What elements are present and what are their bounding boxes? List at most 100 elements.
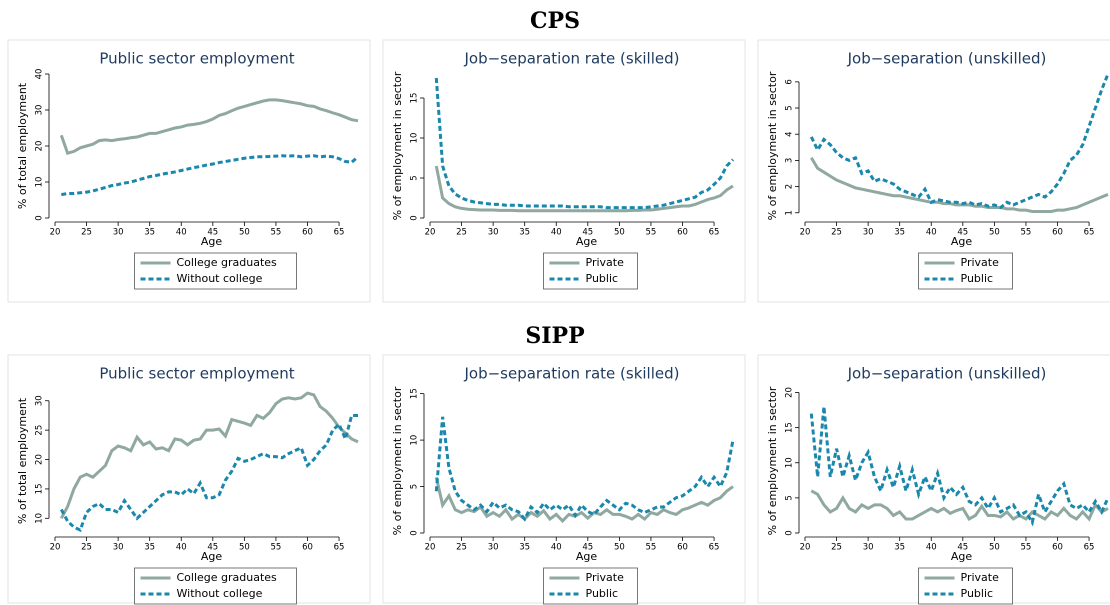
y-tick-label: 10	[785, 457, 795, 468]
legend-label: Public	[586, 587, 619, 600]
legend-label: Public	[586, 272, 619, 285]
y-axis-label: % of total employment	[16, 397, 29, 524]
x-tick-label: 20	[50, 543, 61, 553]
chart-title: Job−separation (unskilled)	[847, 50, 1047, 68]
y-tick-label: 10	[410, 435, 420, 446]
x-tick-label: 60	[1052, 543, 1063, 553]
y-tick-label: 10	[35, 513, 45, 524]
x-tick-label: 55	[1021, 543, 1032, 553]
x-tick-label: 25	[831, 228, 842, 238]
x-tick-label: 50	[239, 543, 250, 553]
y-tick-label: 10	[410, 133, 420, 144]
x-tick-label: 20	[425, 543, 436, 553]
x-tick-label: 50	[989, 543, 1000, 553]
x-tick-label: 45	[207, 543, 218, 553]
y-tick-label: 10	[35, 177, 45, 188]
y-axis-label: % of employment in sector	[391, 71, 404, 220]
y-tick-label: 25	[35, 425, 45, 436]
x-tick-label: 60	[1052, 228, 1063, 238]
y-tick-label: 5	[785, 495, 795, 500]
legend-label: Private	[586, 571, 625, 584]
x-tick-label: 20	[425, 228, 436, 238]
x-tick-label: 25	[81, 228, 92, 238]
y-tick-label: 5	[410, 484, 420, 489]
x-tick-label: 55	[646, 228, 657, 238]
chart-title: Public sector employment	[99, 50, 294, 68]
x-tick-label: 30	[863, 228, 874, 238]
x-tick-label: 30	[488, 228, 499, 238]
x-tick-label: 25	[456, 543, 467, 553]
panel	[382, 354, 746, 604]
x-tick-label: 40	[926, 228, 937, 238]
y-tick-label: 20	[785, 387, 795, 398]
legend-label: College graduates	[177, 571, 278, 584]
y-tick-label: 0	[410, 215, 420, 220]
section-title: SIPP	[525, 323, 584, 349]
section-title: CPS	[530, 8, 580, 34]
x-tick-label: 35	[519, 543, 530, 553]
x-tick-label: 45	[957, 228, 968, 238]
y-tick-label: 30	[35, 395, 45, 406]
x-axis-label: Age	[576, 235, 598, 248]
legend-label: Public	[961, 587, 994, 600]
x-tick-label: 35	[144, 543, 155, 553]
y-tick-label: 30	[35, 105, 45, 116]
legend-label: Public	[961, 272, 994, 285]
x-tick-label: 60	[302, 543, 313, 553]
x-tick-label: 50	[989, 228, 1000, 238]
x-tick-label: 20	[50, 228, 61, 238]
legend-label: Without college	[177, 272, 263, 285]
x-tick-label: 50	[614, 228, 625, 238]
line-series	[434, 77, 735, 210]
line-series	[809, 73, 1110, 210]
y-tick-label: 40	[35, 69, 45, 80]
line-series	[59, 391, 359, 520]
x-tick-label: 20	[800, 543, 811, 553]
x-tick-label: 55	[271, 543, 282, 553]
legend-label: Private	[586, 256, 625, 269]
y-tick-label: 15	[35, 484, 45, 495]
line-series	[434, 165, 734, 213]
line-series	[809, 406, 1110, 527]
panel	[7, 354, 371, 604]
y-tick-label: 20	[35, 454, 45, 465]
chart-title: Public sector employment	[99, 365, 294, 383]
legend	[134, 252, 297, 290]
x-tick-label: 30	[488, 543, 499, 553]
x-tick-label: 65	[334, 543, 345, 553]
y-axis-label: % of employment in sector	[766, 71, 779, 220]
legend	[134, 567, 297, 605]
x-tick-label: 45	[207, 228, 218, 238]
chart-title: Job−separation rate (skilled)	[463, 365, 679, 383]
x-tick-label: 65	[1084, 228, 1095, 238]
x-tick-label: 60	[302, 228, 313, 238]
legend	[918, 252, 1013, 290]
y-tick-label: 5	[785, 105, 795, 110]
line-series	[61, 154, 359, 197]
x-tick-label: 25	[831, 543, 842, 553]
x-tick-label: 65	[334, 228, 345, 238]
x-tick-label: 65	[709, 228, 720, 238]
x-tick-label: 40	[551, 543, 562, 553]
line-series	[810, 489, 1109, 522]
x-axis-label: Age	[201, 235, 223, 248]
y-tick-label: 0	[410, 530, 420, 535]
x-tick-label: 50	[239, 228, 250, 238]
x-tick-label: 55	[1021, 228, 1032, 238]
y-tick-label: 4	[785, 132, 795, 137]
x-tick-label: 30	[113, 228, 124, 238]
y-tick-label: 0	[35, 215, 45, 220]
x-tick-label: 50	[614, 543, 625, 553]
x-tick-label: 40	[926, 543, 937, 553]
x-tick-label: 65	[709, 543, 720, 553]
line-series	[434, 416, 735, 522]
y-tick-label: 3	[785, 158, 795, 163]
x-tick-label: 30	[113, 543, 124, 553]
y-axis-label: % of employment in sector	[391, 386, 404, 535]
x-tick-label: 40	[176, 228, 187, 238]
x-tick-label: 25	[456, 228, 467, 238]
legend	[543, 252, 638, 290]
x-axis-label: Age	[951, 550, 973, 563]
x-tick-label: 40	[176, 543, 187, 553]
line-series	[59, 98, 359, 156]
